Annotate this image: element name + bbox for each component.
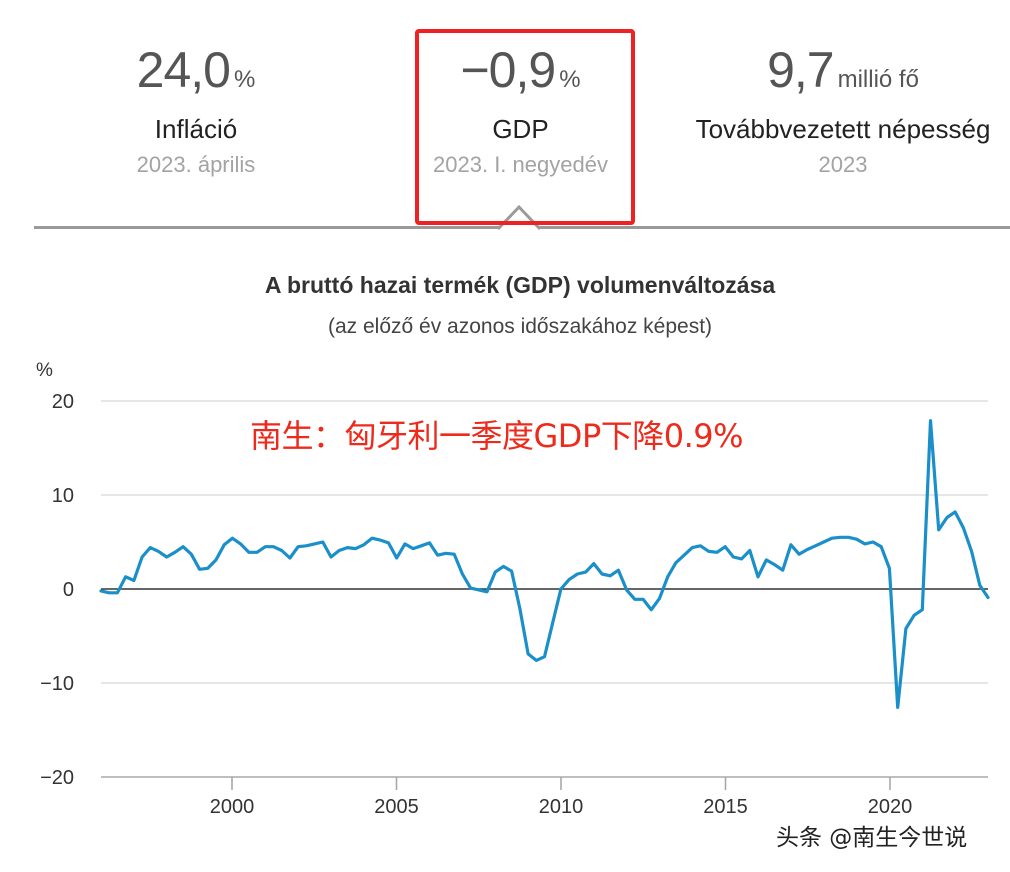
y-tick-label: 0 xyxy=(63,579,74,601)
kpi-value-line: 24,0% xyxy=(96,38,296,102)
kpi-tab-gdp[interactable]: −0,9% GDP 2023. I. negyedév xyxy=(418,38,623,180)
kpi-period: 2023 xyxy=(818,152,868,177)
x-axis-ticks: 2000 2005 2010 2015 2020 xyxy=(210,777,913,818)
chart-title: A bruttó hazai termék (GDP) volumenválto… xyxy=(264,272,776,298)
kpi-label: Infláció xyxy=(154,114,238,144)
y-tick-label: 20 xyxy=(52,391,74,413)
kpi-unit: % xyxy=(559,66,581,93)
kpi-unit: % xyxy=(233,66,256,93)
kpi-tabs: 24,0% Infláció 2023. április −0,9% GDP 2… xyxy=(0,0,1010,230)
y-tick-label: −10 xyxy=(40,673,74,695)
chart-gridlines xyxy=(101,400,988,778)
kpi-value: −0,9 xyxy=(460,42,556,98)
kpi-label: Továbbvezetett népesség xyxy=(695,114,991,144)
annotation-text: 南生：匈牙利一季度GDP下降0.9% xyxy=(250,417,744,455)
kpi-value-line: −0,9% xyxy=(418,38,623,102)
x-tick-label: 2015 xyxy=(703,796,748,818)
kpi-period: 2023. április xyxy=(136,152,256,177)
y-tick-label: 10 xyxy=(52,485,74,507)
kpi-tab-inflation[interactable]: 24,0% Infláció 2023. április xyxy=(96,38,296,180)
gdp-series-line xyxy=(99,419,990,710)
x-tick-label: 2020 xyxy=(868,796,913,818)
kpi-tab-population[interactable]: 9,7 millió fő Továbbvezetett népesség 202… xyxy=(676,38,1010,180)
chart-subtitle: (az előző év azonos időszakához képest) xyxy=(327,315,713,338)
y-tick-label: −20 xyxy=(40,767,74,789)
kpi-value-line: 9,7 millió fő xyxy=(676,38,1010,102)
kpi-value: 24,0 xyxy=(136,42,231,98)
x-tick-label: 2005 xyxy=(374,796,419,818)
watermark: 头条 @南生今世说 xyxy=(776,825,968,851)
gdp-highlight-box xyxy=(415,29,635,225)
x-tick-label: 2010 xyxy=(539,796,584,818)
x-tick-label: 2000 xyxy=(210,796,255,818)
kpi-period: 2023. I. negyedév xyxy=(433,152,608,177)
kpi-unit: millió fő xyxy=(837,66,919,93)
y-axis-unit-label: % xyxy=(36,360,53,381)
y-axis-ticks: −20 −10 0 10 20 xyxy=(40,391,74,789)
kpi-label: GDP xyxy=(492,114,549,144)
kpi-value: 9,7 xyxy=(767,42,835,98)
